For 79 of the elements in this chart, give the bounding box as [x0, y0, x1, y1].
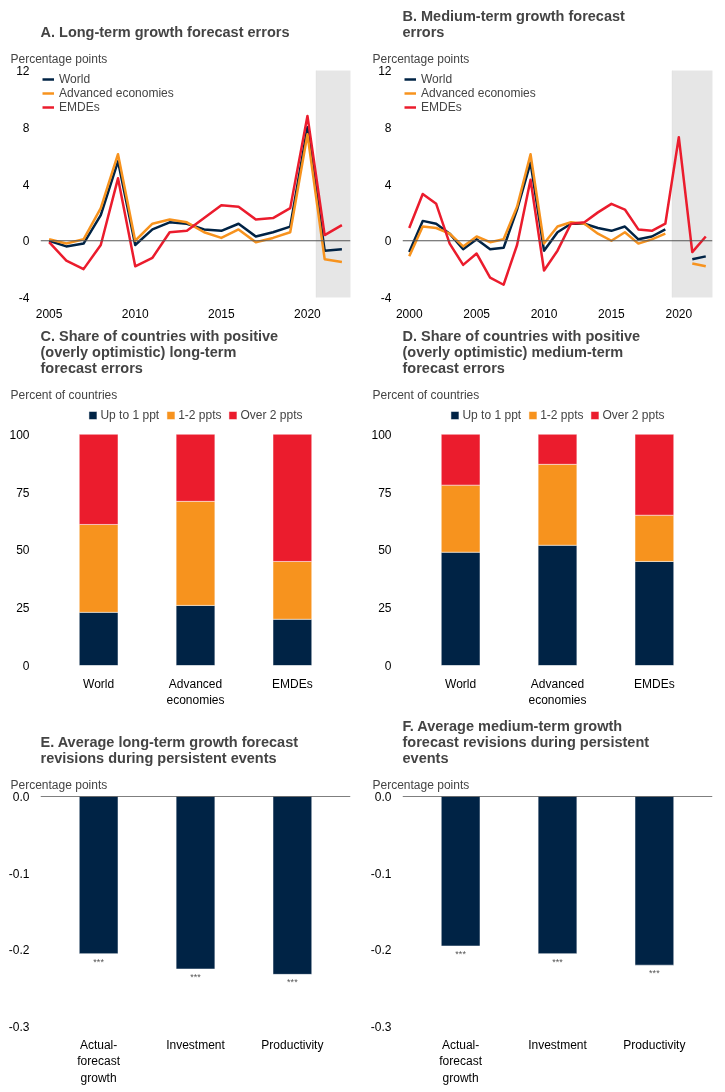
legend-label: Up to 1 ppt — [462, 408, 522, 422]
x-tick-label: Actual- forecast growth — [77, 1037, 121, 1086]
y-tick-label: 100 — [9, 427, 30, 442]
x-tick-label: Advanced economies — [528, 676, 587, 708]
x-tick-label: 2020 — [665, 306, 693, 321]
y-tick-label: -4 — [380, 291, 392, 305]
x-tick-label: 2015 — [598, 306, 626, 321]
x-tick-label: 2010 — [530, 306, 558, 321]
x-tick-label: EMDEs — [634, 676, 675, 691]
y-tick-label: 25 — [378, 601, 392, 616]
y-tick-label: -0.1 — [370, 866, 392, 881]
annotation: *** — [93, 956, 105, 967]
legend-label: World — [421, 72, 453, 86]
y-tick-label: -0.2 — [370, 943, 392, 958]
x-tick-label: 2000 — [395, 306, 423, 321]
y-tick-label: 4 — [22, 177, 30, 192]
x-tick-label: Actual- forecast growth — [439, 1037, 483, 1086]
x-tick-label: 2005 — [463, 306, 491, 321]
legend-label: EMDEs — [421, 100, 462, 114]
x-tick-label: Investment — [166, 1037, 226, 1052]
annotation: *** — [455, 949, 467, 959]
annotation: *** — [649, 968, 661, 979]
chart-title: B. Medium-term growth forecast errors — [402, 7, 626, 40]
annotation: *** — [190, 972, 202, 982]
y-tick-label: -0.1 — [8, 866, 30, 881]
chart-title: F. Average medium-term growth forecast revisions during persistent events — [402, 717, 650, 766]
x-tick-label: Advanced economies — [166, 676, 225, 708]
chart-title: D. Share of countries with positive (overly optimistic) medium-term forecast errors — [402, 327, 641, 376]
y-tick-label: -0.2 — [8, 943, 30, 958]
legend-label: 1-2 ppts — [540, 408, 584, 422]
legend-label: Up to 1 ppt — [100, 408, 160, 422]
y-axis-title: Percentage points — [372, 777, 470, 792]
legend-label: EMDEs — [59, 100, 100, 114]
annotation: *** — [287, 977, 299, 988]
y-tick-label: 12 — [378, 64, 392, 78]
y-tick-label: 12 — [16, 64, 30, 78]
chart-title: E. Average long-term growth forecast revisions during persistent events — [40, 733, 299, 766]
y-tick-label: 25 — [16, 601, 30, 616]
y-axis-title: Percentage points — [10, 51, 108, 66]
chart-title: C. Share of countries with positive (overly optimistic) long-term forecast errors — [40, 327, 279, 376]
y-tick-label: 50 — [16, 543, 30, 558]
y-tick-label: 8 — [22, 120, 30, 135]
y-tick-label: 75 — [378, 485, 392, 500]
y-tick-label: 75 — [16, 485, 30, 500]
x-tick-label: EMDEs — [272, 676, 313, 691]
x-tick-label: World — [445, 676, 477, 691]
x-tick-label: 2005 — [35, 306, 63, 321]
legend-label: Over 2 ppts — [240, 408, 303, 422]
annotation: *** — [552, 956, 564, 967]
y-tick-label: 0 — [384, 659, 392, 673]
x-tick-label: Investment — [528, 1037, 588, 1052]
y-tick-label: 50 — [378, 543, 392, 558]
y-tick-label: -4 — [18, 291, 30, 305]
y-tick-label: 8 — [384, 120, 392, 135]
legend-label: Advanced economies — [421, 86, 536, 100]
legend-label: World — [59, 72, 91, 86]
y-tick-label: 4 — [384, 177, 392, 192]
y-tick-label: 0 — [22, 234, 30, 249]
legend-label: Over 2 ppts — [602, 408, 665, 422]
x-tick-label: Productivity — [261, 1037, 324, 1052]
x-tick-label: World — [83, 676, 115, 691]
y-axis-title: Percent of countries — [372, 387, 480, 402]
chart-title: A. Long-term growth forecast errors — [40, 23, 290, 40]
x-tick-label: 2015 — [207, 306, 236, 321]
y-tick-label: 0 — [384, 234, 392, 249]
y-tick-label: 0.0 — [374, 790, 392, 804]
y-tick-label: -0.3 — [8, 1020, 30, 1034]
x-tick-label: Productivity — [623, 1037, 686, 1052]
y-tick-label: 0 — [22, 659, 30, 673]
y-tick-label: -0.3 — [370, 1020, 392, 1034]
legend-label: Advanced economies — [59, 86, 174, 100]
x-tick-label: 2010 — [121, 306, 149, 321]
y-axis-title: Percentage points — [372, 51, 470, 66]
y-tick-label: 0.0 — [12, 790, 30, 804]
y-axis-title: Percentage points — [10, 777, 108, 792]
y-tick-label: 100 — [371, 427, 392, 442]
y-axis-title: Percent of countries — [10, 387, 118, 402]
legend-label: 1-2 ppts — [178, 408, 222, 422]
x-tick-label: 2020 — [294, 306, 322, 321]
